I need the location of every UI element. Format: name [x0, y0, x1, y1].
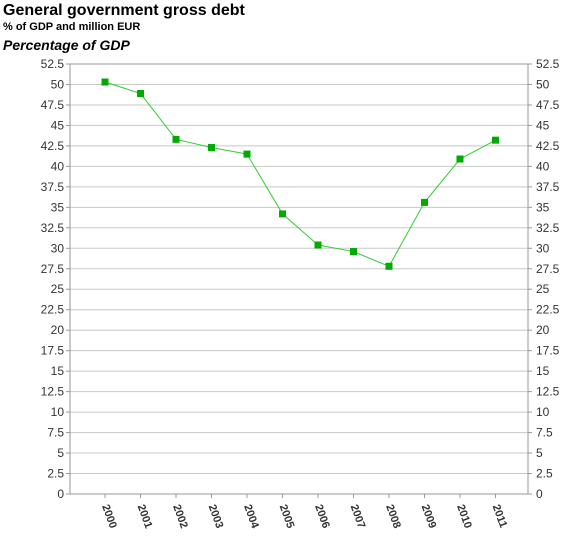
y-tick-label-left: 20	[51, 323, 65, 337]
y-tick-label-left: 12.5	[41, 385, 65, 399]
y-tick-label-left: 40	[51, 159, 65, 173]
x-tick-label: 2001	[135, 503, 155, 530]
y-tick-label-left: 35	[51, 200, 65, 214]
y-tick-label-right: 30	[536, 241, 550, 255]
y-tick-label-right: 42.5	[536, 139, 560, 153]
y-tick-label-left: 30	[51, 241, 65, 255]
y-tick-label-right: 22.5	[536, 303, 560, 317]
data-point-2008	[385, 262, 393, 270]
x-tick-label: 2011	[490, 503, 509, 530]
y-tick-label-right: 2.5	[536, 467, 553, 481]
y-tick-label-left: 22.5	[41, 303, 65, 317]
chart-title: General government gross debt	[3, 2, 245, 19]
data-point-2002	[172, 135, 180, 143]
y-tick-label-left: 5	[57, 446, 64, 460]
y-tick-label-left: 50	[51, 77, 65, 91]
data-point-2009	[421, 198, 428, 206]
y-axis-right: 0 2.5 5 7.5 10 12.5 15 17.5 20 22.5 25 27.5 30 32.5 35…	[528, 57, 560, 501]
x-axis: 2000 2001 2002 2003 2004 2005 2006 2007 2008 2009…	[99, 494, 509, 531]
x-tick-label: 2003	[206, 503, 226, 530]
y-tick-label-right: 0	[536, 487, 543, 501]
data-point-2007	[350, 248, 357, 256]
y-tick-label-right: 40	[536, 159, 550, 173]
x-tick-label: 2010	[454, 503, 474, 530]
y-tick-label-left: 0	[57, 487, 64, 501]
y-tick-label-right: 20	[536, 323, 550, 337]
y-tick-label-right: 50	[536, 77, 550, 91]
data-point-2001	[137, 89, 144, 97]
y-tick-label-left: 32.5	[41, 221, 65, 235]
y-tick-label-right: 45	[536, 118, 550, 132]
data-point-2005	[279, 210, 286, 218]
x-tick-label: 2004	[241, 503, 261, 531]
y-tick-label-right: 47.5	[536, 98, 560, 112]
y-tick-label-left: 37.5	[41, 180, 65, 194]
y-tick-label-right: 52.5	[536, 57, 560, 71]
gridlines	[70, 63, 528, 495]
y-tick-label-right: 27.5	[536, 262, 560, 276]
series-line	[104, 81, 496, 267]
y-tick-label-left: 17.5	[41, 344, 65, 358]
y-axis-left: 0 2.5 5 7.5 10 12.5 15 17.5 20 22.5 25 27.5 30 32.5 35…	[41, 57, 70, 501]
y-tick-label-left: 25	[51, 282, 65, 296]
chart-subtitle: % of GDP and million EUR	[3, 21, 141, 33]
y-tick-label-left: 2.5	[47, 467, 64, 481]
data-point-2010	[456, 155, 464, 163]
y-tick-label-left: 15	[51, 364, 65, 378]
data-point-2006	[314, 241, 322, 249]
y-tick-label-right: 5	[536, 446, 543, 460]
y-tick-label-left: 7.5	[47, 426, 64, 440]
y-tick-label-right: 10	[536, 405, 550, 419]
data-point-2000	[101, 78, 109, 86]
y-tick-label-right: 15	[536, 364, 550, 378]
x-tick-label: 2000	[99, 503, 119, 530]
x-tick-label: 2006	[312, 503, 332, 530]
x-tick-label: 2009	[419, 503, 439, 530]
data-point-2004	[243, 150, 251, 158]
y-tick-label-left: 10	[51, 405, 65, 419]
y-tick-label-right: 17.5	[536, 344, 560, 358]
x-tick-label: 2002	[170, 503, 190, 530]
y-tick-label-left: 27.5	[41, 262, 65, 276]
series-markers	[101, 78, 499, 270]
y-tick-label-left: 47.5	[41, 98, 65, 112]
y-tick-label-right: 25	[536, 282, 550, 296]
y-tick-label-left: 52.5	[41, 57, 65, 71]
y-tick-label-right: 35	[536, 200, 550, 214]
x-tick-label: 2007	[348, 503, 368, 530]
plot-frame	[69, 63, 529, 495]
y-tick-label-left: 42.5	[41, 139, 65, 153]
data-point-2003	[208, 144, 215, 152]
y-tick-label-right: 7.5	[536, 426, 553, 440]
y-tick-label-left: 45	[51, 118, 65, 132]
y-tick-label-right: 12.5	[536, 385, 560, 399]
x-tick-label: 2005	[277, 503, 297, 530]
data-point-2011	[492, 136, 499, 144]
y-tick-label-right: 37.5	[536, 180, 560, 194]
unit-label: Percentage of GDP	[3, 37, 130, 53]
y-tick-label-right: 32.5	[536, 221, 560, 235]
x-tick-label: 2008	[383, 503, 403, 530]
